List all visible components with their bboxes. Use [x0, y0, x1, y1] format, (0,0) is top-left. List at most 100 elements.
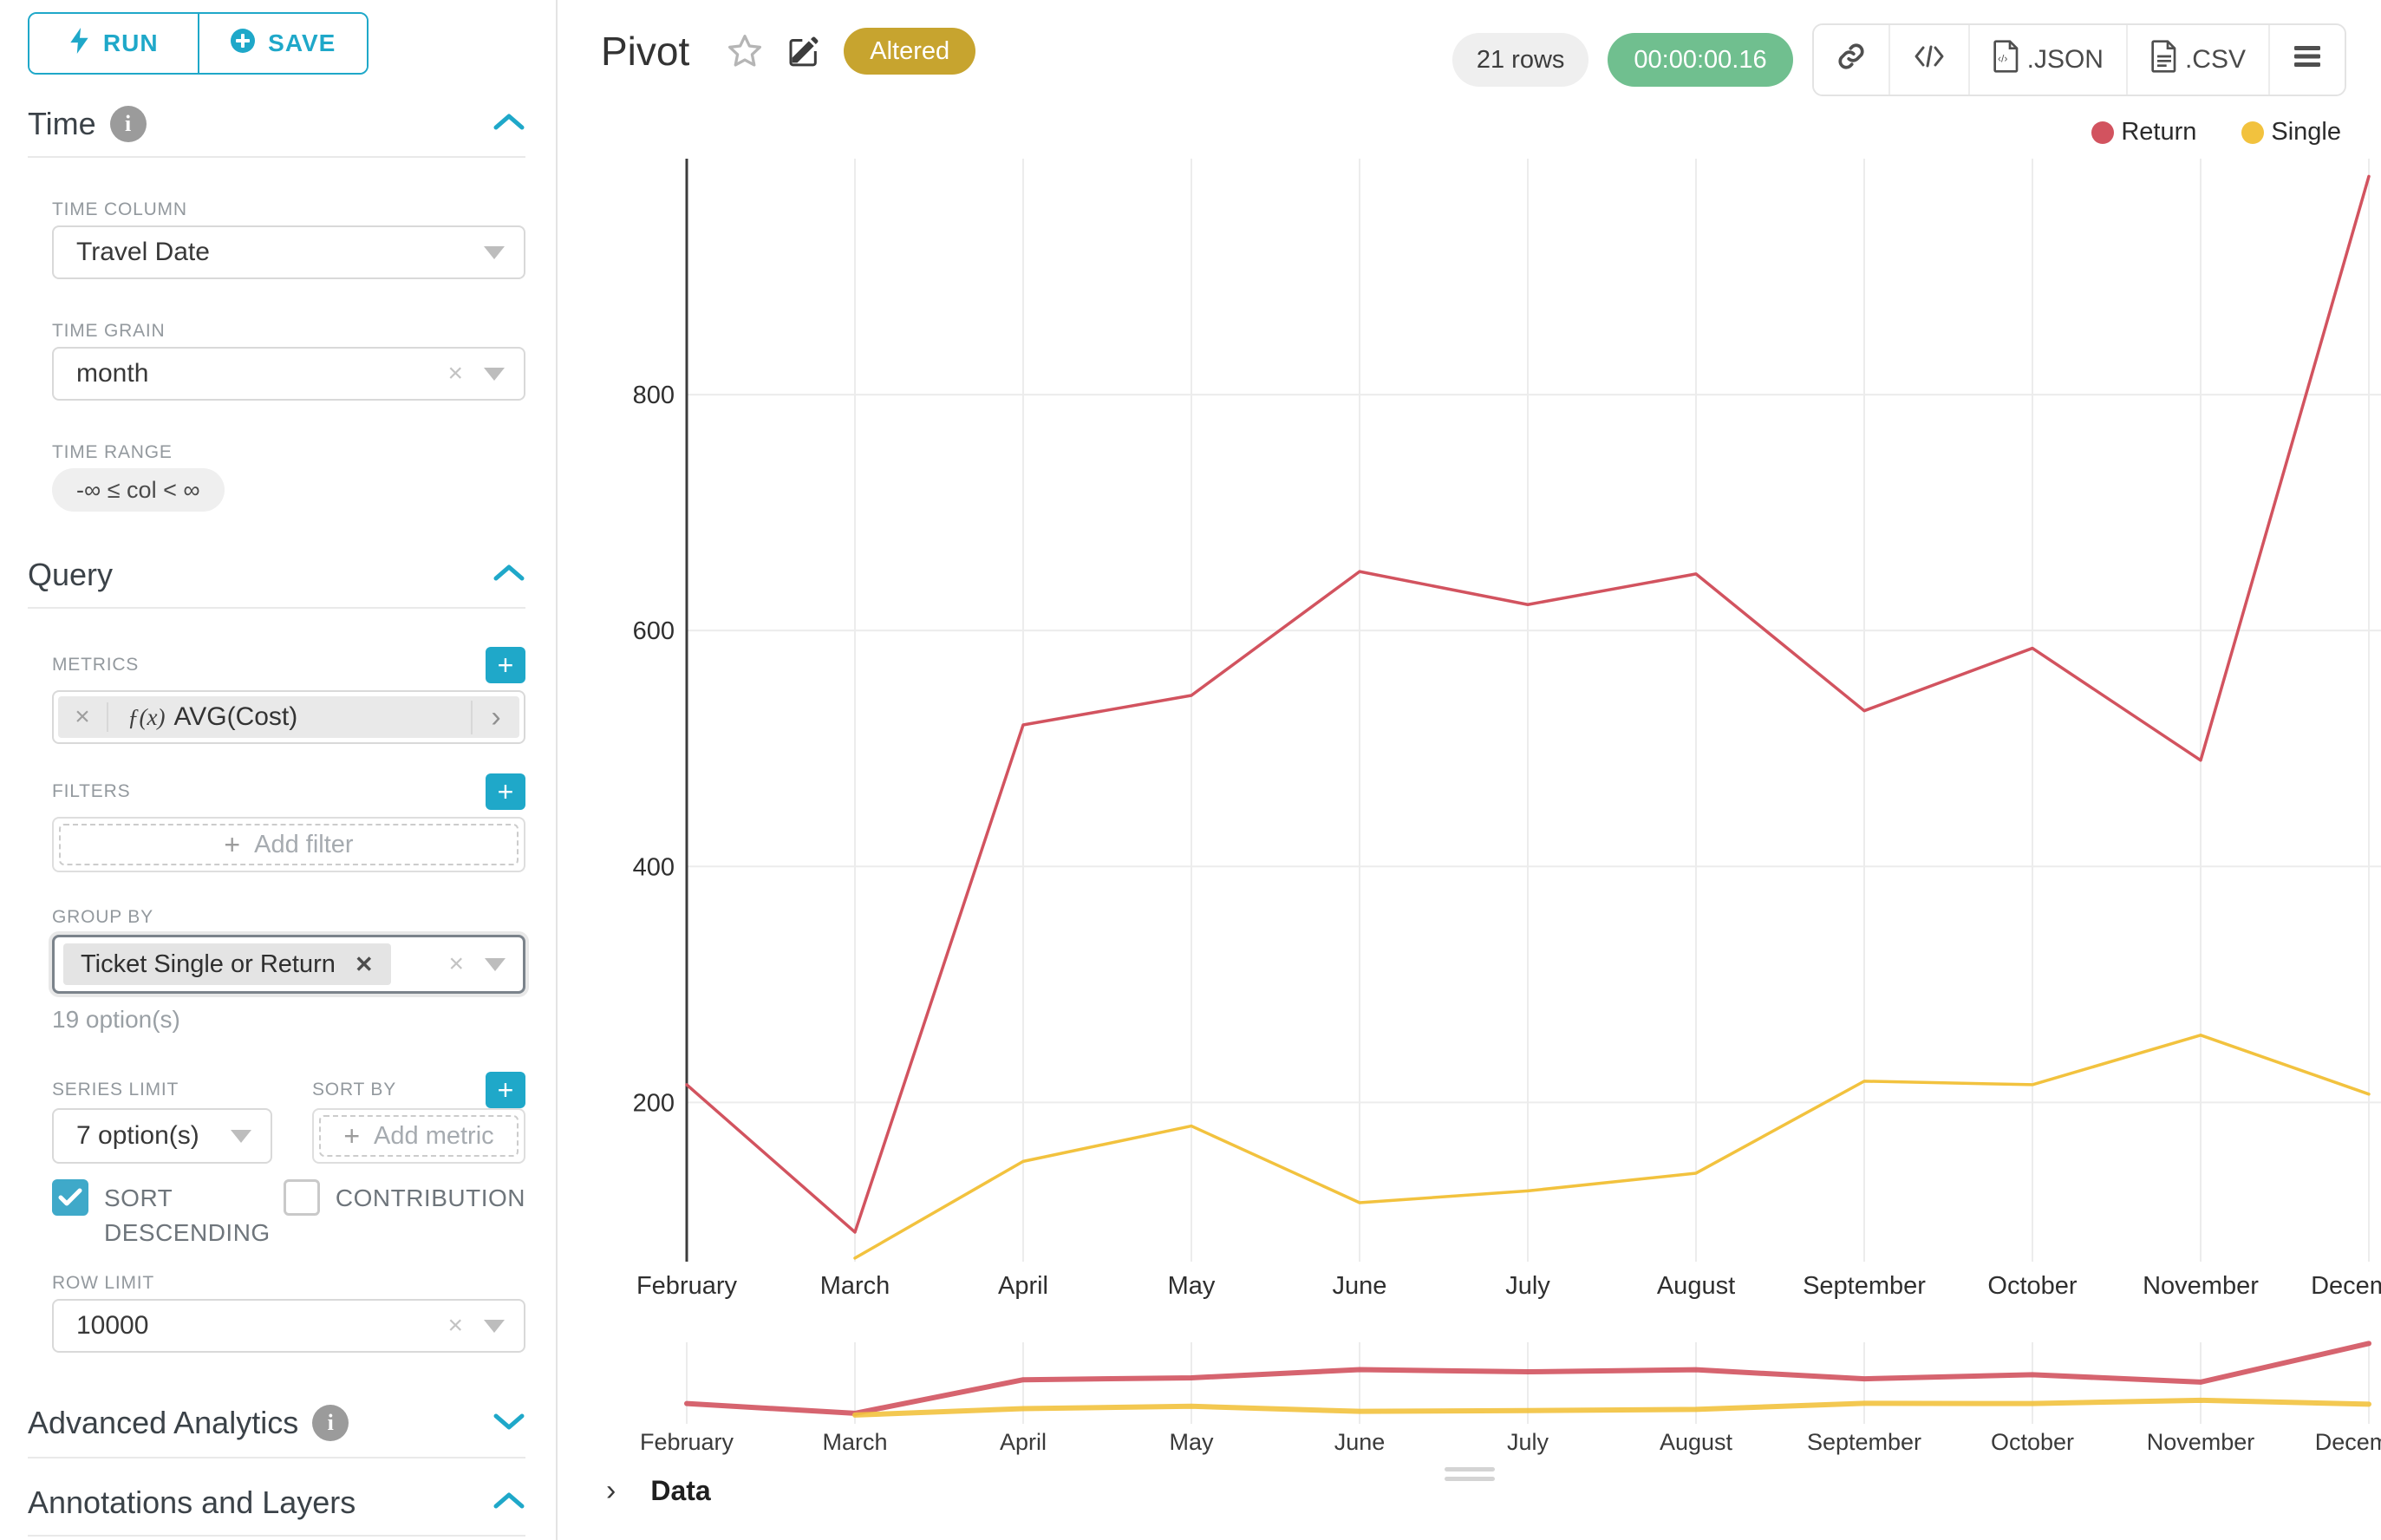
sort-descending-label: SORT DESCENDING — [104, 1184, 271, 1246]
row-count-badge: 21 rows — [1451, 33, 1589, 87]
share-link-button[interactable] — [1813, 25, 1888, 95]
contribution-option[interactable]: CONTRIBUTION — [283, 1179, 525, 1250]
group-by-tag: Ticket Single or Return ✕ — [63, 943, 391, 985]
run-button[interactable]: RUN — [29, 14, 198, 73]
plus-icon: + — [224, 828, 241, 860]
mini-x-axis-label: May — [1169, 1429, 1214, 1455]
favorite-star-icon[interactable] — [726, 33, 764, 69]
add-metric-placeholder: Add metric — [374, 1121, 494, 1150]
row-limit-value: 10000 — [76, 1311, 149, 1340]
query-section-header[interactable]: Query — [28, 557, 525, 593]
legend-label: Return — [2121, 118, 2197, 146]
chevron-up-icon[interactable] — [493, 112, 525, 137]
chevron-down-icon — [231, 1129, 251, 1143]
x-axis-label: August — [1657, 1272, 1735, 1300]
chart-legend: Return Single — [2091, 118, 2341, 147]
metric-pill[interactable]: × ƒ(x) AVG(Cost) › — [58, 696, 519, 738]
time-section-header[interactable]: Time i — [28, 106, 525, 142]
advanced-analytics-header[interactable]: Advanced Analytics i — [28, 1405, 525, 1441]
add-sort-metric-button[interactable]: + Add metric — [319, 1115, 519, 1157]
series-line-return[interactable] — [685, 174, 2371, 1234]
x-axis-label: December — [2311, 1272, 2381, 1300]
checkbox-unchecked-icon[interactable] — [283, 1179, 320, 1216]
annotations-header[interactable]: Annotations and Layers — [28, 1485, 525, 1521]
advanced-analytics-title: Advanced Analytics — [28, 1405, 299, 1440]
query-section-title: Query — [28, 557, 114, 592]
control-panel-sidebar: RUN SAVE Time i TIME COLUMN Travel Date … — [0, 0, 558, 1540]
time-grain-value: month — [76, 359, 149, 388]
info-icon: i — [312, 1405, 349, 1441]
add-metric-plus-button[interactable]: + — [486, 647, 525, 683]
chart-title: Pivot — [601, 29, 690, 74]
chevron-up-icon[interactable] — [493, 563, 525, 588]
checkbox-checked-icon[interactable] — [52, 1179, 88, 1216]
time-range-pill[interactable]: -∞ ≤ col < ∞ — [52, 468, 225, 512]
chevron-up-icon[interactable] — [493, 1491, 525, 1516]
remove-tag-icon[interactable]: ✕ — [354, 950, 374, 977]
data-panel-header[interactable]: › Data — [606, 1474, 711, 1508]
lightning-bolt-icon — [68, 27, 91, 60]
mini-x-axis-label: July — [1507, 1429, 1549, 1455]
remove-metric-icon[interactable]: × — [58, 702, 108, 732]
csv-label: .CSV — [2184, 45, 2246, 74]
query-timer-badge: 00:00:00.16 — [1608, 33, 1793, 87]
metric-control: × ƒ(x) AVG(Cost) › — [52, 690, 525, 744]
add-sort-metric-plus-button[interactable]: + — [486, 1072, 525, 1108]
series-limit-select[interactable]: 7 option(s) — [52, 1108, 272, 1164]
menu-button[interactable] — [2268, 25, 2345, 95]
series-line-single[interactable] — [853, 1034, 2371, 1260]
y-axis-label: 600 — [633, 617, 675, 645]
run-button-label: RUN — [102, 29, 159, 56]
time-column-select[interactable]: Travel Date — [52, 225, 525, 279]
annotations-title: Annotations and Layers — [28, 1485, 356, 1520]
series-limit-label: SERIES LIMIT — [52, 1080, 179, 1100]
mini-series-line-single — [852, 1397, 2371, 1418]
legend-item-single[interactable]: Single — [2241, 118, 2341, 147]
mini-x-axis-label: June — [1334, 1429, 1386, 1455]
altered-badge[interactable]: Altered — [844, 28, 976, 75]
x-axis-label: February — [636, 1272, 738, 1300]
clear-icon[interactable]: × — [448, 949, 464, 978]
info-icon: i — [109, 106, 147, 142]
chevron-right-icon[interactable]: › — [471, 700, 519, 734]
series-limit-value: 7 option(s) — [76, 1121, 199, 1150]
mini-x-axis-label: August — [1660, 1429, 1733, 1455]
legend-item-return[interactable]: Return — [2091, 118, 2196, 147]
line-chart[interactable]: February March April May June July August Septe… — [558, 0, 2381, 1465]
chart-panel: Pivot Altered 21 rows 00:00:00.16 — [558, 0, 2381, 1540]
save-button[interactable]: SAVE — [197, 14, 367, 73]
legend-dot-icon — [2241, 121, 2265, 144]
json-label: .JSON — [2026, 45, 2104, 74]
chevron-down-icon — [484, 367, 505, 381]
edit-pencil-icon[interactable] — [786, 34, 821, 69]
save-button-label: SAVE — [268, 29, 336, 56]
export-toolbar: ‹/› .JSON .CSV — [1811, 23, 2346, 96]
sort-descending-option[interactable]: SORT DESCENDING — [52, 1179, 284, 1250]
time-column-label: TIME COLUMN — [52, 199, 187, 219]
y-axis-label: 400 — [633, 853, 675, 881]
group-by-select[interactable]: Ticket Single or Return ✕ × — [52, 935, 525, 994]
chart-header: Pivot Altered 21 rows 00:00:00.16 — [601, 21, 2346, 99]
x-axis-label: May — [1168, 1272, 1216, 1300]
view-query-button[interactable] — [1888, 25, 1968, 95]
y-axis-label: 200 — [633, 1089, 675, 1117]
x-axis-label: July — [1505, 1272, 1550, 1300]
function-icon: ƒ(x) — [127, 703, 166, 730]
metric-value: AVG(Cost) — [173, 702, 298, 731]
clear-icon[interactable]: × — [447, 359, 463, 388]
export-json-button[interactable]: ‹/› .JSON — [1967, 25, 2126, 95]
clear-icon[interactable]: × — [447, 1311, 463, 1340]
chevron-down-icon[interactable] — [493, 1411, 525, 1436]
metrics-label: METRICS — [52, 655, 140, 675]
sort-by-control: + Add metric — [312, 1108, 525, 1164]
time-grain-label: TIME GRAIN — [52, 321, 166, 341]
row-limit-select[interactable]: 10000 × — [52, 1299, 525, 1353]
row-limit-label: ROW LIMIT — [52, 1273, 155, 1293]
export-csv-button[interactable]: .CSV — [2125, 25, 2268, 95]
legend-label: Single — [2271, 118, 2341, 146]
add-filter-plus-button[interactable]: + — [486, 773, 525, 810]
add-filter-button[interactable]: + Add filter — [59, 824, 519, 865]
resize-drag-handle[interactable] — [1444, 1467, 1495, 1486]
time-grain-select[interactable]: month × — [52, 347, 525, 401]
legend-dot-icon — [2091, 121, 2115, 144]
